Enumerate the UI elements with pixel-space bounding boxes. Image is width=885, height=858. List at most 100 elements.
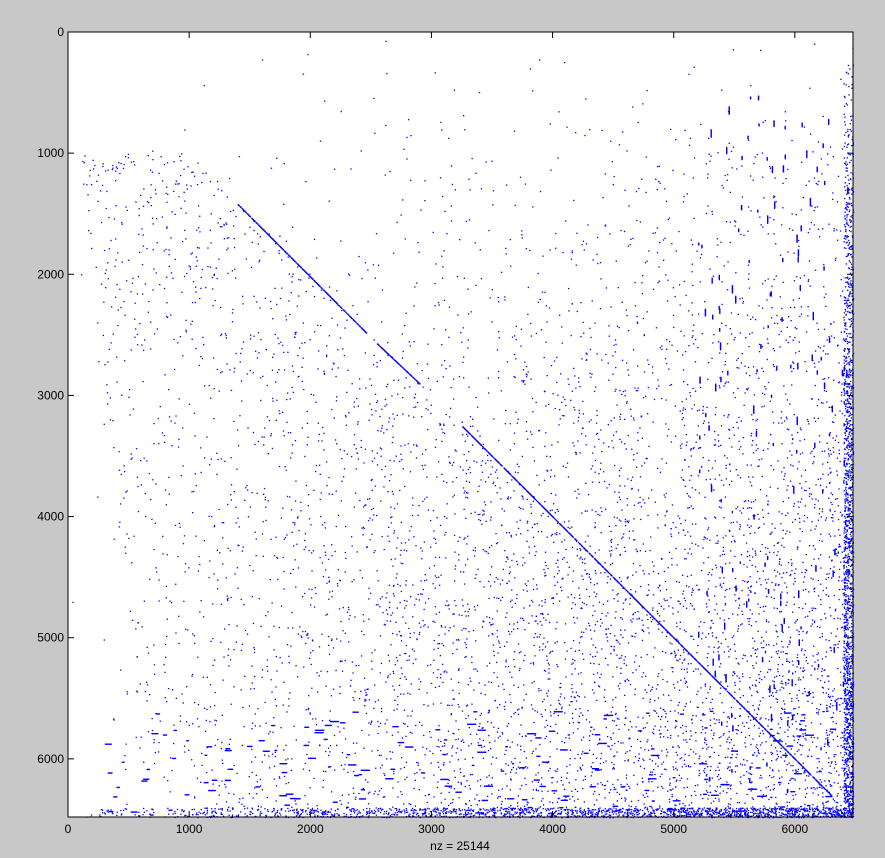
nonzero-point bbox=[847, 427, 849, 430]
nonzero-point bbox=[175, 632, 177, 634]
nonzero-point bbox=[834, 610, 836, 612]
nonzero-point bbox=[846, 506, 848, 508]
nonzero-point bbox=[463, 508, 465, 510]
nonzero-point bbox=[504, 808, 506, 810]
nonzero-point bbox=[639, 565, 641, 567]
nonzero-point bbox=[845, 767, 847, 770]
nonzero-point bbox=[844, 399, 847, 401]
nonzero-point bbox=[851, 812, 853, 814]
nonzero-point bbox=[313, 809, 316, 812]
nonzero-point bbox=[723, 265, 725, 267]
nonzero-point bbox=[621, 537, 623, 540]
nonzero-point bbox=[465, 814, 467, 816]
nonzero-point bbox=[749, 811, 752, 813]
nonzero-point bbox=[693, 66, 695, 68]
nonzero-point bbox=[699, 815, 701, 817]
nonzero-point bbox=[193, 808, 195, 811]
nonzero-point bbox=[209, 684, 212, 686]
nonzero-point bbox=[255, 555, 257, 557]
nonzero-point bbox=[850, 613, 852, 615]
nonzero-point bbox=[116, 811, 118, 813]
nonzero-point bbox=[850, 667, 852, 669]
nonzero-point bbox=[769, 486, 771, 488]
nonzero-point bbox=[353, 406, 355, 408]
nonzero-point bbox=[725, 811, 727, 813]
nonzero-point bbox=[724, 688, 726, 690]
nonzero-point bbox=[652, 809, 654, 811]
nonzero-point bbox=[264, 496, 267, 498]
nonzero-point bbox=[851, 711, 853, 714]
nonzero-point bbox=[571, 252, 573, 254]
nonzero-point bbox=[319, 285, 321, 288]
nonzero-point bbox=[825, 732, 828, 734]
nonzero-point bbox=[843, 615, 845, 617]
nonzero-point bbox=[696, 813, 698, 815]
nonzero-point bbox=[851, 518, 853, 521]
nonzero-point bbox=[424, 580, 426, 582]
nonzero-point bbox=[273, 810, 275, 812]
nonzero-point bbox=[664, 811, 666, 813]
nonzero-point bbox=[206, 813, 208, 815]
nonzero-point bbox=[731, 446, 733, 448]
nonzero-point bbox=[358, 810, 360, 812]
nonzero-point bbox=[435, 811, 437, 813]
nonzero-point bbox=[848, 724, 850, 726]
nonzero-point bbox=[656, 188, 658, 191]
nonzero-point bbox=[263, 487, 266, 490]
nonzero-point bbox=[846, 736, 849, 738]
nonzero-point bbox=[736, 812, 738, 814]
nonzero-point bbox=[505, 813, 507, 816]
nonzero-point bbox=[296, 808, 298, 810]
nonzero-point bbox=[846, 410, 848, 412]
nonzero-point bbox=[736, 521, 738, 523]
nonzero-point bbox=[357, 812, 359, 814]
nonzero-point bbox=[565, 812, 567, 815]
nonzero-point bbox=[760, 811, 762, 813]
nonzero-point bbox=[447, 730, 450, 732]
nonzero-point bbox=[621, 810, 624, 813]
nonzero-point bbox=[387, 813, 389, 816]
nonzero-point bbox=[848, 278, 850, 280]
nonzero-point bbox=[792, 807, 794, 810]
nonzero-point bbox=[324, 811, 326, 813]
nonzero-point bbox=[835, 435, 838, 437]
nonzero-point bbox=[524, 383, 526, 385]
nonzero-point bbox=[605, 811, 608, 813]
nonzero-point bbox=[847, 298, 849, 300]
nonzero-point bbox=[845, 713, 847, 715]
nonzero-point bbox=[724, 589, 727, 592]
nonzero-point bbox=[850, 398, 852, 400]
nonzero-point bbox=[846, 219, 848, 221]
nonzero-point bbox=[414, 378, 416, 381]
nonzero-point bbox=[796, 760, 798, 762]
nonzero-point bbox=[844, 751, 846, 753]
nonzero-point bbox=[344, 660, 346, 662]
nonzero-point bbox=[845, 204, 847, 206]
nonzero-point bbox=[844, 493, 846, 496]
nonzero-point bbox=[538, 814, 540, 817]
nonzero-point bbox=[843, 339, 846, 341]
nonzero-point bbox=[843, 224, 846, 226]
nonzero-point bbox=[620, 520, 622, 522]
nonzero-point bbox=[557, 521, 559, 523]
nonzero-point bbox=[307, 807, 309, 809]
nonzero-point bbox=[824, 813, 826, 815]
nonzero-point bbox=[843, 299, 846, 302]
nonzero-point bbox=[813, 224, 815, 226]
nonzero-point bbox=[546, 659, 548, 661]
nonzero-point bbox=[842, 756, 844, 759]
nonzero-point bbox=[849, 732, 851, 734]
nonzero-point bbox=[323, 811, 325, 813]
nonzero-point bbox=[616, 809, 618, 811]
nonzero-point bbox=[302, 811, 304, 813]
nonzero-point bbox=[470, 812, 473, 815]
nonzero-point bbox=[313, 812, 315, 814]
nonzero-point bbox=[101, 812, 104, 814]
nonzero-point bbox=[592, 452, 594, 454]
nonzero-point bbox=[527, 808, 529, 810]
nonzero-point bbox=[706, 814, 708, 816]
nonzero-point bbox=[846, 424, 849, 426]
nonzero-point bbox=[793, 603, 795, 605]
nonzero-point bbox=[851, 626, 853, 628]
nonzero-point bbox=[843, 735, 845, 737]
